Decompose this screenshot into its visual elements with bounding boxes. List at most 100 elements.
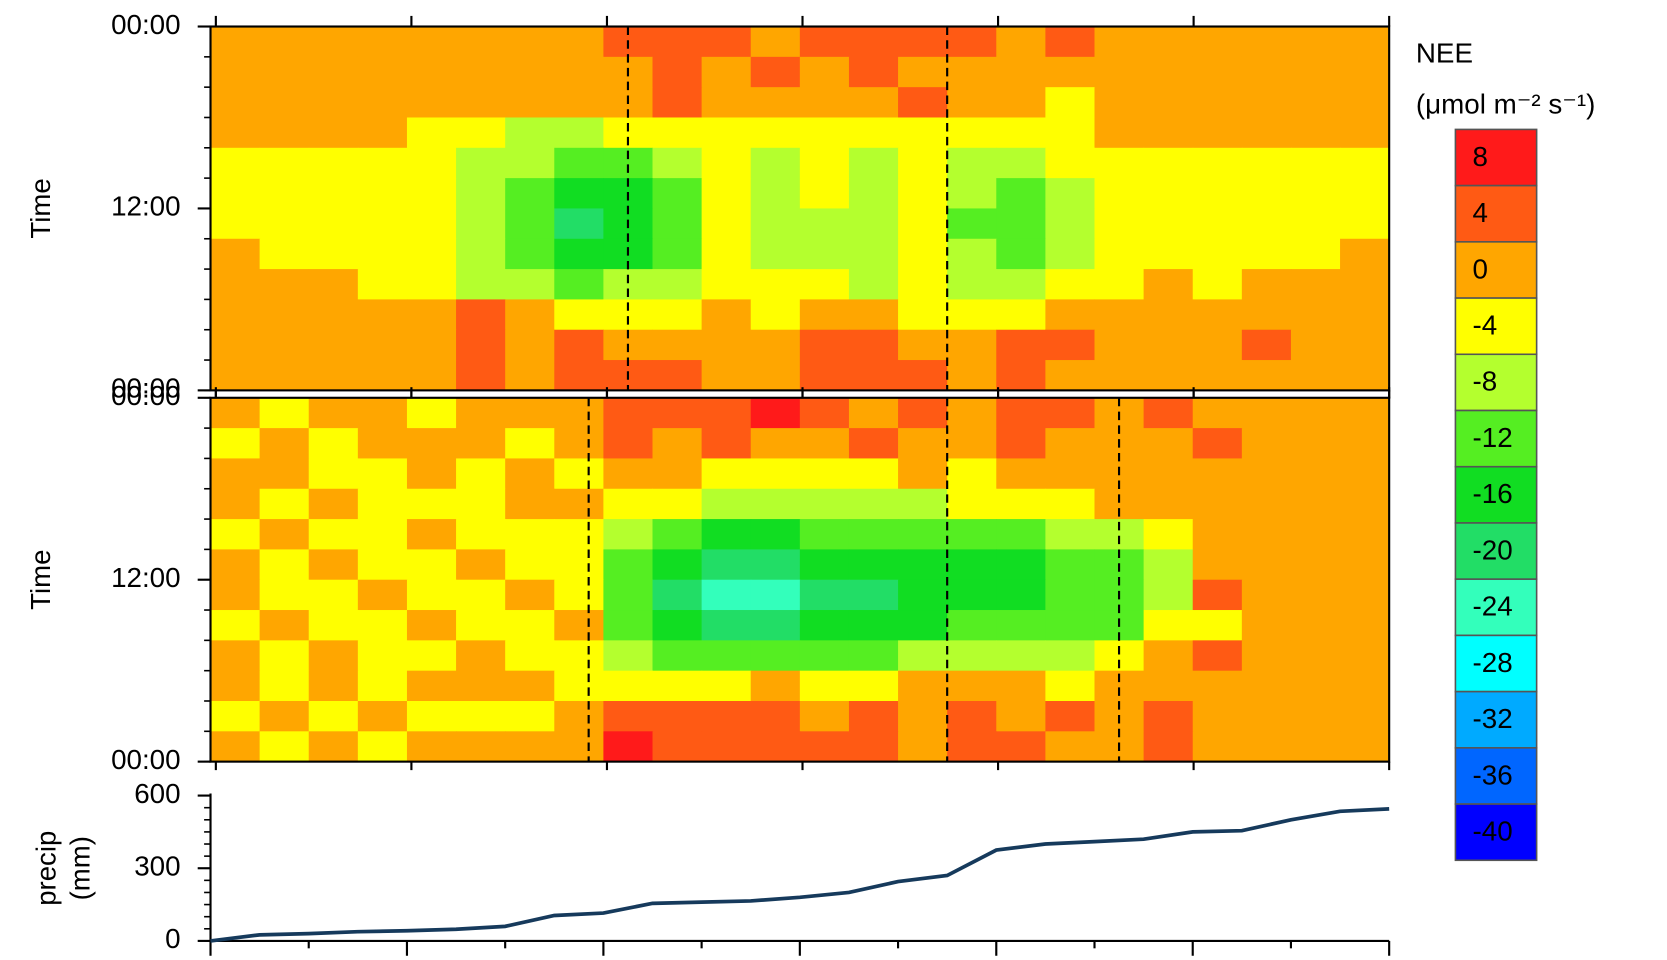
heat-cell	[308, 87, 359, 119]
heat-cell	[996, 56, 1046, 88]
colorbar-box	[1454, 409, 1538, 468]
heat-cell	[1340, 458, 1390, 490]
heat-cell	[652, 238, 703, 270]
heat-cell	[652, 428, 703, 459]
heat-cell	[1290, 610, 1341, 641]
heat-cell	[1143, 428, 1194, 459]
heat-cell	[947, 299, 997, 331]
heat-cell	[1192, 56, 1243, 88]
heat-cell	[1192, 640, 1243, 672]
heat-cell	[210, 488, 261, 520]
heat-cell	[1241, 397, 1292, 429]
heat-cell	[456, 117, 506, 149]
heat-cell	[406, 670, 457, 702]
heat-cell	[210, 458, 261, 490]
heat-cell	[1045, 299, 1096, 331]
heat-cell	[1290, 519, 1341, 550]
heat-cell	[1290, 428, 1341, 459]
heat-cell	[947, 238, 997, 270]
heat-cell	[505, 360, 555, 391]
heat-cell	[603, 519, 654, 550]
heat-cell	[799, 428, 850, 459]
heat-cell	[947, 549, 997, 581]
heat-cell	[701, 428, 752, 459]
heat-cell	[308, 269, 359, 300]
heat-cell	[898, 700, 948, 732]
heat-cell	[1192, 579, 1243, 611]
heat-cell	[1143, 56, 1194, 88]
heat-cell	[603, 397, 654, 429]
colorbar-label: -40	[1473, 816, 1513, 847]
heat-cell	[1290, 458, 1341, 490]
heat-cell	[652, 670, 703, 702]
heat-cell	[603, 428, 654, 459]
heat-cell	[898, 519, 948, 550]
heat-cell	[259, 579, 310, 611]
heat-cell	[1340, 549, 1390, 581]
heat-cell	[1340, 640, 1390, 672]
heat-cell	[308, 610, 359, 641]
heat-cell	[652, 269, 703, 300]
heat-cell	[996, 670, 1046, 702]
heat-cell	[701, 299, 752, 331]
heat-cell	[1045, 640, 1096, 672]
heat-cell	[652, 458, 703, 490]
y-tick-label: 00:00	[111, 744, 181, 775]
heat-cell	[406, 458, 457, 490]
heat-cell	[799, 87, 850, 119]
heat-cell	[554, 640, 604, 672]
heat-cell	[898, 428, 948, 459]
heat-cell	[947, 640, 997, 672]
heat-cell	[652, 147, 703, 179]
colorbar-box	[1454, 297, 1538, 356]
heat-cell	[947, 329, 997, 361]
heat-cell	[357, 731, 408, 763]
heat-cell	[456, 147, 506, 179]
heat-cell	[259, 56, 310, 88]
heat-cell	[799, 610, 850, 641]
heat-cell	[799, 640, 850, 672]
heat-cell	[750, 519, 801, 550]
heat-cell	[308, 458, 359, 490]
colorbar-box	[1454, 128, 1538, 187]
heat-cell	[259, 329, 310, 361]
heat-cell	[701, 397, 752, 429]
heat-cell	[701, 269, 752, 300]
heat-cell	[554, 329, 604, 361]
heat-cell	[701, 329, 752, 361]
heat-cell	[1192, 610, 1243, 641]
heat-cell	[505, 458, 555, 490]
heat-cell	[1241, 731, 1292, 763]
y-tick-label: 00:00	[111, 373, 181, 404]
heat-cell	[1340, 670, 1390, 702]
heat-cell	[701, 208, 752, 240]
heat-cell	[750, 117, 801, 149]
heat-cell	[1192, 178, 1243, 209]
heat-cell	[406, 428, 457, 459]
heat-cell	[210, 147, 261, 179]
heat-cell	[1241, 549, 1292, 581]
heat-cell	[406, 640, 457, 672]
heat-cell	[603, 488, 654, 520]
heat-cell	[1290, 670, 1341, 702]
heat-cell	[652, 731, 703, 763]
heat-cell	[1143, 579, 1194, 611]
heat-cell	[1241, 670, 1292, 702]
heat-cell	[1290, 397, 1341, 429]
heat-cell	[308, 397, 359, 429]
heat-cell	[996, 458, 1046, 490]
heat-cell	[259, 519, 310, 550]
heat-cell	[357, 87, 408, 119]
heat-cell	[1045, 178, 1096, 209]
heat-cell	[505, 117, 555, 149]
heat-cell	[898, 360, 948, 391]
heat-cell	[1241, 329, 1292, 361]
heat-cell	[357, 299, 408, 331]
heat-cell	[1192, 26, 1243, 58]
heat-cell	[1094, 299, 1145, 331]
heat-cell	[210, 299, 261, 331]
heat-cell	[898, 731, 948, 763]
y-axis-label: precip	[30, 831, 61, 906]
heat-cell	[799, 458, 850, 490]
heat-cell	[996, 610, 1046, 641]
